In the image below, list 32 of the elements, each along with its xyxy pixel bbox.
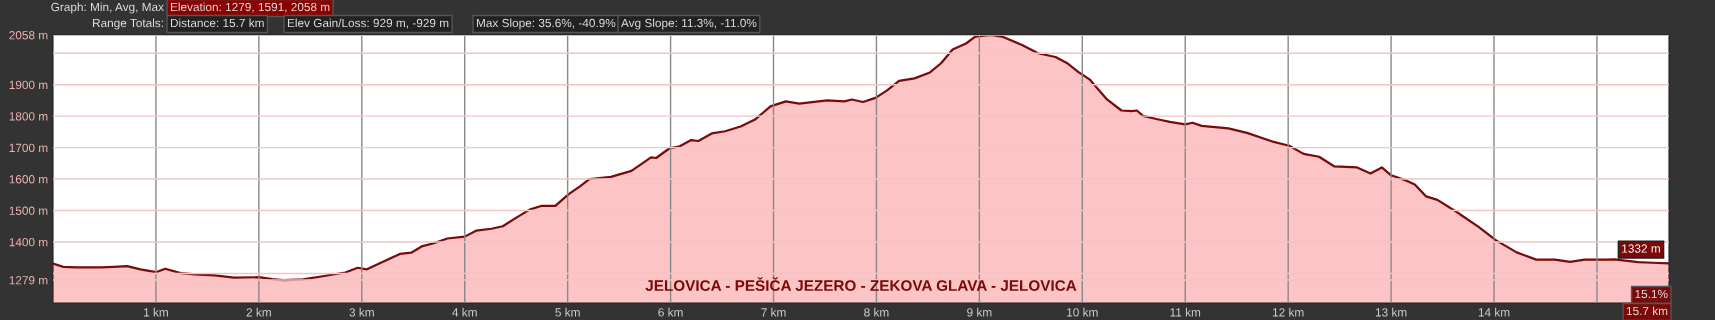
y-tick-label: 1900 m [9, 80, 48, 90]
x-tick-label: 8 km [864, 307, 889, 317]
text: Avg Slope: 11.3%, -11.0% [621, 18, 757, 30]
x-tick-label: 9 km [967, 307, 992, 317]
x-tick-label: 7 km [761, 307, 786, 317]
text: 15.7 km [1626, 306, 1668, 316]
y-tick-label: 1700 m [9, 143, 48, 152]
text: Range Totals: [93, 18, 163, 30]
annotation: 15.1% [1635, 289, 1668, 299]
text: Distance: 15.7 km [170, 18, 264, 28]
x-tick-label: 4 km [452, 307, 477, 317]
x-tick-label: 14 km [1478, 307, 1510, 317]
x-tick-label: 5 km [555, 307, 580, 317]
text: Max Slope: 35.6%, -40.9% [476, 18, 616, 30]
x-tick-label: 6 km [658, 307, 683, 317]
annotation: 1332 m [1622, 244, 1660, 253]
y-tick-label: 1500 m [9, 206, 48, 215]
x-tick-label: 11 km [1170, 307, 1201, 317]
y-tick-label: 1800 m [9, 112, 48, 121]
x-tick-label: 2 km [246, 307, 271, 317]
y-tick-label: 1279 m [9, 276, 48, 285]
text: Graph: Min, Avg, Max [51, 2, 164, 14]
x-tick-label: 10 km [1067, 307, 1098, 317]
x-tick-label: 3 km [349, 307, 374, 317]
x-tick-label: 13 km [1375, 307, 1407, 317]
text: Elevation: 1279, 1591, 2058 m [170, 2, 330, 13]
y-tick-label: 2058 m [9, 31, 48, 40]
y-tick-label: 1400 m [9, 238, 48, 247]
y-tick-label: 1600 m [9, 175, 48, 184]
text: Elev Gain/Loss: 929 m, -929 m [287, 18, 449, 29]
x-tick-label: 12 km [1272, 307, 1304, 317]
x-tick-label: 1 km [144, 307, 168, 317]
